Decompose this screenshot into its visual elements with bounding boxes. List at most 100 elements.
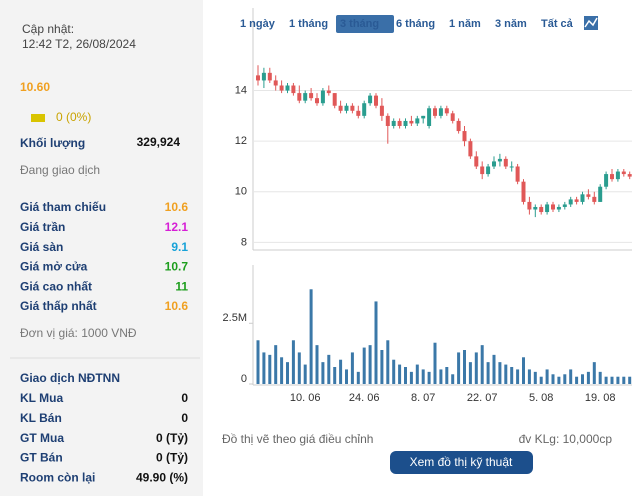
volume-bar (356, 371, 360, 384)
price-value: 10.6 (165, 299, 189, 313)
candle-body (509, 166, 514, 168)
volume-bar (463, 350, 466, 384)
volume-bar (268, 354, 272, 384)
candle-body (273, 80, 278, 86)
volume-bar (380, 350, 384, 384)
volume-bar (486, 362, 490, 384)
foreign-value: 49.90 (%) (136, 470, 188, 484)
price-value: 12.1 (165, 220, 189, 234)
tab[interactable]: 1 năm (449, 18, 481, 30)
tab[interactable]: 1 ngày (240, 18, 276, 30)
tech-chart-button-label[interactable]: Xem đồ thị kỹ thuật (410, 455, 513, 469)
volume-bar (581, 374, 584, 384)
updated-label: Cập nhật: (22, 22, 74, 36)
volume-bar (498, 362, 502, 384)
y-tick-label: 12 (235, 135, 247, 147)
tab[interactable]: 6 tháng (396, 18, 435, 30)
candle-body (385, 115, 390, 126)
candle-body (356, 110, 361, 116)
candle-body (326, 90, 331, 94)
candle-body (421, 115, 426, 119)
price-value: 11 (175, 279, 188, 293)
status: Đang giao dịch (20, 163, 100, 177)
candle-body (391, 120, 396, 126)
price-label: Giá cao nhất (20, 279, 92, 293)
candle-body (303, 93, 308, 101)
candle-body (309, 93, 314, 99)
volume-bar (516, 369, 520, 384)
volume-bar (374, 301, 378, 384)
foreign-label: Room còn lại (20, 470, 95, 484)
volume-bar (339, 359, 343, 384)
volume-label: Khối lượng (20, 136, 85, 150)
price: 10.60 (20, 80, 50, 94)
volume-bar (575, 376, 579, 384)
volume-bar (622, 376, 626, 384)
candle-body (403, 120, 408, 126)
tab[interactable]: 3 năm (495, 18, 527, 30)
candle-body (610, 174, 614, 180)
tab-active-bg[interactable] (336, 15, 394, 33)
candle-body (539, 206, 544, 213)
x-tick-label: 24. 06 (349, 392, 380, 404)
foreign-label: KL Bán (20, 411, 62, 425)
candle-body (527, 201, 532, 210)
volume-bar (362, 347, 366, 384)
volume-bar (445, 367, 449, 384)
y-tick-label: 8 (241, 236, 247, 248)
candle-body (338, 105, 343, 111)
volume-bar (468, 362, 472, 384)
tab[interactable]: 3 tháng (340, 18, 379, 30)
price-label: Giá thấp nhất (20, 299, 97, 313)
foreign-label: GT Mua (20, 431, 64, 445)
volume-bar (628, 376, 632, 384)
candle-body (438, 108, 443, 116)
tech-chart-button[interactable] (390, 451, 533, 474)
candle-body (480, 166, 485, 175)
volume-bar (386, 340, 390, 384)
candle-body (297, 93, 302, 101)
price-value: 9.1 (171, 240, 188, 254)
volume-bar (451, 374, 455, 384)
candle-body (533, 206, 538, 210)
chart-icon-line[interactable] (584, 17, 598, 28)
candle-body (568, 199, 573, 205)
candle-body (320, 90, 325, 104)
candle-body (562, 204, 567, 207)
volume-bar (480, 345, 484, 384)
volume-bar (350, 352, 354, 384)
volume-bar (415, 364, 419, 384)
candle-body (580, 194, 585, 202)
tab[interactable]: 1 tháng (289, 18, 328, 30)
candle-body (598, 186, 603, 202)
volume-bar (303, 364, 307, 384)
y-tick-label: 0 (241, 373, 247, 385)
candle-body (521, 181, 526, 202)
candle-body (627, 174, 632, 177)
unit-note: Đơn vị giá: 1000 VNĐ (20, 326, 137, 340)
chart-icon[interactable] (584, 16, 598, 30)
candle-body (444, 108, 449, 114)
volume-bar (610, 376, 614, 384)
volume-bar (439, 369, 443, 384)
tab[interactable]: Tất cả (541, 18, 574, 30)
volume-bar (315, 345, 319, 384)
candle-body (621, 171, 626, 175)
volume-bar (522, 357, 525, 384)
volume-bar (421, 369, 425, 384)
volume-bar (333, 367, 337, 384)
foreign-value: 0 (Tỷ) (156, 431, 188, 445)
volume-bar (321, 362, 325, 384)
volume-bar (274, 345, 278, 384)
volume-bar (598, 371, 602, 384)
volume-bar (551, 374, 555, 384)
change: 0 (0%) (56, 110, 91, 124)
volume-bar (586, 371, 590, 384)
volume-bar (604, 376, 608, 384)
candle-body (556, 206, 561, 210)
volume-bar (527, 369, 531, 384)
candle-body (515, 166, 520, 182)
x-tick-label: 5. 08 (529, 392, 553, 404)
volume-bar (398, 364, 402, 384)
volume-bar (368, 345, 372, 384)
